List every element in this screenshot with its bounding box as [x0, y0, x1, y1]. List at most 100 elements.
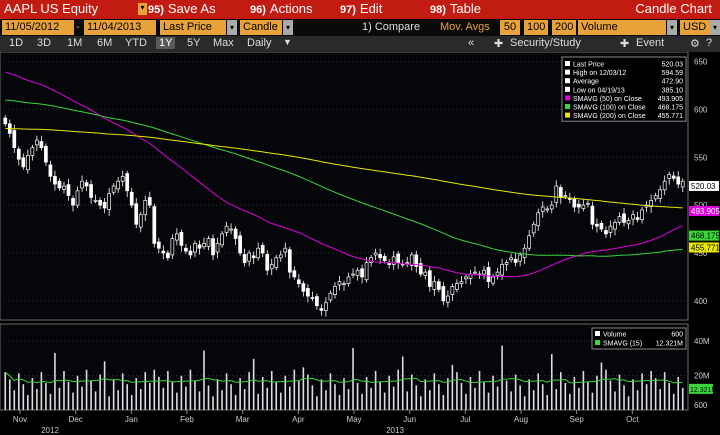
volume-field-select[interactable]: Volume	[578, 20, 666, 35]
volume-axis-label: 600	[694, 401, 708, 410]
candle-body	[441, 286, 446, 302]
candle-body	[197, 244, 202, 249]
candle-body	[427, 270, 432, 287]
volume-field-dropdown-icon[interactable]: ▾	[667, 20, 677, 35]
mov-avg-100-field[interactable]: 100	[524, 20, 548, 35]
candle-body	[138, 214, 143, 228]
candle-body	[563, 195, 568, 197]
candle-body	[486, 267, 491, 283]
period-select[interactable]: Daily	[247, 37, 272, 49]
end-date-field[interactable]: 11/04/2013	[84, 20, 156, 35]
candle-body	[111, 185, 116, 193]
price-axis-label: 600	[694, 105, 708, 114]
table-menu[interactable]: 98) Table	[430, 1, 481, 16]
candle-body	[125, 173, 130, 192]
mov-avg-50-field[interactable]: 50	[500, 20, 520, 35]
legend-swatch	[565, 95, 570, 101]
candle-body	[260, 244, 265, 254]
candle-body	[107, 193, 111, 210]
security-study-button[interactable]: Security/Study	[510, 37, 581, 49]
candle-body	[473, 271, 477, 274]
candle-body	[450, 286, 455, 295]
candle-body	[613, 222, 617, 230]
edit-menu[interactable]: 97) Edit	[340, 1, 383, 16]
tab-range-1y[interactable]: 1Y	[156, 37, 176, 49]
date-separator: -	[76, 21, 80, 33]
tab-range-ytd[interactable]: YTD	[125, 37, 147, 49]
currency-dropdown-icon[interactable]: ▾	[710, 20, 720, 35]
tab-range-3d[interactable]: 3D	[37, 37, 52, 49]
month-label: Oct	[626, 415, 639, 424]
candle-body	[581, 204, 586, 209]
settings-icon[interactable]: ⚙	[690, 38, 700, 50]
legend-label: Last Price	[573, 62, 604, 69]
event-button[interactable]: Event	[636, 37, 665, 49]
event-icon[interactable]: ✚	[620, 38, 630, 50]
candle-body	[98, 200, 102, 206]
legend-value: 12.321M	[656, 341, 683, 348]
price-tag: 455.771	[691, 243, 720, 252]
volume-axis-label: 20M	[694, 372, 710, 381]
candle-body	[667, 174, 672, 179]
start-date-field[interactable]: 11/05/2012	[2, 20, 74, 35]
candle-chart[interactable]: 650600550500450400520.03493.905468.17545…	[0, 52, 720, 435]
candle-body	[206, 238, 211, 247]
candle-body	[626, 220, 631, 225]
candle-body	[39, 141, 44, 149]
legend-value: 594.59	[662, 70, 684, 77]
candle-body	[238, 235, 242, 254]
actions-menu[interactable]: 96) Actions	[250, 1, 313, 16]
candle-body	[89, 184, 93, 198]
candle-body	[25, 155, 30, 171]
compare-button[interactable]: 1) Compare	[362, 21, 421, 33]
candle-body	[518, 254, 522, 262]
sma-200-line	[5, 128, 683, 209]
candle-body	[179, 232, 184, 246]
chart-type-select[interactable]: Candle	[240, 20, 282, 35]
security-field[interactable]: AAPL US Equity	[4, 1, 99, 16]
price-tag-box	[689, 205, 719, 216]
sma-100-line	[5, 99, 683, 257]
candle-body	[676, 176, 681, 185]
candle-body	[319, 308, 324, 311]
tab-range-1d[interactable]: 1D	[9, 37, 24, 49]
candle-body	[513, 258, 518, 263]
tab-range-5y[interactable]: 5Y	[187, 37, 201, 49]
year-label: 2012	[41, 426, 59, 435]
security-dropdown-icon[interactable]: ▾	[138, 3, 147, 15]
month-label: Feb	[180, 415, 194, 424]
collapse-icon[interactable]: «	[468, 37, 475, 49]
candle-body	[229, 228, 233, 231]
help-icon[interactable]: ?	[706, 37, 713, 49]
chart-area: 650 600 550 500 450 400 520.03 493.905 468.175 45…	[0, 52, 720, 435]
candle-body	[373, 252, 378, 256]
currency-select[interactable]: USD	[680, 20, 710, 35]
chart-type-dropdown-icon[interactable]: ▾	[283, 20, 293, 35]
security-study-icon[interactable]: ✚	[494, 38, 504, 50]
candle-body	[522, 247, 527, 259]
candle-body	[608, 225, 613, 233]
candle-body	[536, 212, 541, 227]
candle-body	[62, 185, 66, 190]
price-field-select[interactable]: Last Price	[160, 20, 226, 35]
save-as-menu[interactable]: 95) Save As	[148, 1, 216, 16]
candle-body	[495, 271, 500, 276]
legend-label: Average	[573, 79, 599, 86]
candle-body	[504, 262, 509, 265]
period-dropdown-icon[interactable]: ▼	[283, 37, 292, 47]
mov-avg-200-field[interactable]: 200	[552, 20, 576, 35]
tab-range-max[interactable]: Max	[213, 37, 234, 49]
candle-body	[224, 225, 229, 233]
tab-range-6m[interactable]: 6M	[97, 37, 113, 49]
candle-body	[432, 281, 437, 290]
candle-body	[193, 243, 197, 253]
price-field-dropdown-icon[interactable]: ▾	[227, 20, 237, 35]
tab-range-1m[interactable]: 1M	[67, 37, 83, 49]
candle-body	[233, 228, 238, 239]
legend-swatch	[565, 78, 570, 84]
month-label: Mar	[236, 415, 250, 424]
candle-body	[211, 238, 215, 256]
candle-body	[554, 185, 559, 203]
candle-body	[283, 247, 288, 253]
candle-body	[572, 199, 577, 208]
